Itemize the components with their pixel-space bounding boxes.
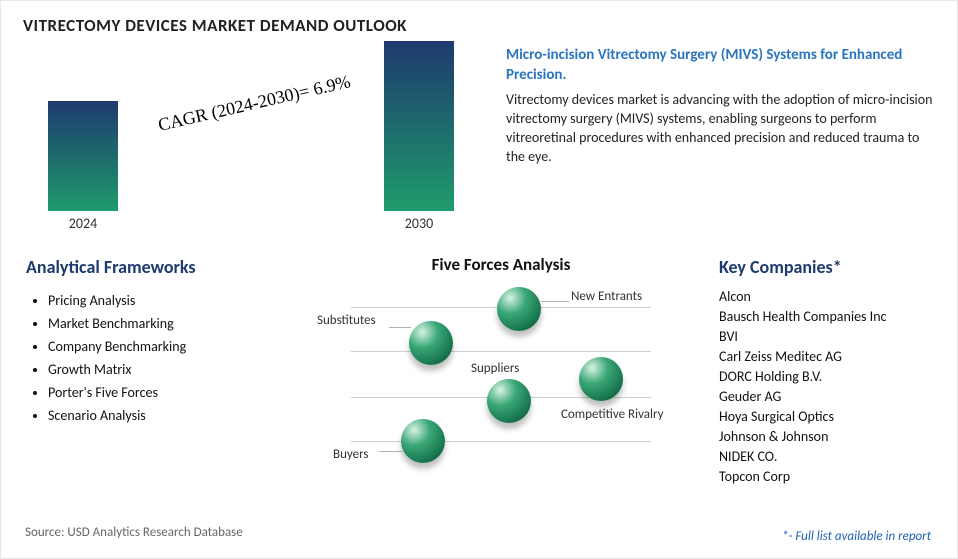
cagr-annotation: CAGR (2024-2030)= 6.9% [156, 71, 352, 136]
framework-item: Scenario Analysis [48, 407, 286, 424]
force-sphere-buyers [401, 419, 445, 463]
companies-column: Key Companies* Alcon Bausch Health Compan… [719, 256, 944, 488]
leader-line [379, 451, 403, 452]
framework-item: Company Benchmarking [48, 338, 286, 355]
five-forces-column: Five Forces Analysis New Entrants Substit… [301, 254, 701, 479]
frameworks-list: Pricing Analysis Market Benchmarking Compa… [26, 292, 286, 424]
frameworks-column: Analytical Frameworks Pricing Analysis Ma… [26, 256, 286, 430]
force-sphere-suppliers [487, 379, 531, 423]
force-label-substitutes: Substitutes [317, 313, 376, 328]
page-title: VITRECTOMY DEVICES MARKET DEMAND OUTLOOK [23, 15, 407, 36]
footnote: *- Full list available in report [782, 529, 931, 544]
force-label-new_entrants: New Entrants [571, 289, 642, 304]
framework-item: Porter's Five Forces [48, 384, 286, 401]
chart-area: CAGR (2024-2030)= 6.9% [26, 36, 496, 211]
company-item: Johnson & Johnson [719, 428, 944, 445]
insight-subtitle: Micro-incision Vitrectomy Surgery (MIVS)… [506, 46, 941, 85]
bar-label-2024: 2024 [48, 215, 118, 232]
company-item: DORC Holding B.V. [719, 368, 944, 385]
bar-2030 [384, 41, 454, 211]
company-item: Topcon Corp [719, 468, 944, 485]
leader-line [389, 327, 411, 328]
company-item: NIDEK CO. [719, 448, 944, 465]
companies-heading: Key Companies* [719, 256, 944, 278]
grid-line [351, 441, 651, 442]
insight-paragraph: Vitrectomy devices market is advancing w… [506, 91, 941, 167]
bar-label-2030: 2030 [384, 215, 454, 232]
company-item: BVI [719, 328, 944, 345]
five-forces-diagram: New Entrants Substitutes Suppliers Competit… [311, 279, 691, 479]
company-item: Alcon [719, 288, 944, 305]
company-item: Hoya Surgical Optics [719, 408, 944, 425]
force-label-comp_rivalry: Competitive Rivalry [561, 407, 663, 422]
framework-item: Pricing Analysis [48, 292, 286, 309]
frameworks-heading: Analytical Frameworks [26, 256, 286, 278]
companies-list: Alcon Bausch Health Companies Inc BVI Carl … [719, 288, 944, 485]
force-sphere-substitutes [409, 321, 453, 365]
leader-line [609, 401, 611, 402]
framework-item: Market Benchmarking [48, 315, 286, 332]
force-label-suppliers: Suppliers [471, 361, 519, 376]
force-label-buyers: Buyers [333, 447, 369, 462]
bar-2024 [48, 101, 118, 211]
source-line: Source: USD Analytics Research Database [25, 525, 243, 540]
framework-item: Growth Matrix [48, 361, 286, 378]
force-sphere-comp_rivalry [579, 357, 623, 401]
demand-chart: CAGR (2024-2030)= 6.9% 2024 2030 [26, 36, 496, 231]
force-sphere-new_entrants [497, 287, 541, 331]
insight-block: Micro-incision Vitrectomy Surgery (MIVS)… [506, 46, 941, 167]
leader-line [541, 301, 569, 302]
company-item: Bausch Health Companies Inc [719, 308, 944, 325]
company-item: Carl Zeiss Meditec AG [719, 348, 944, 365]
five-forces-heading: Five Forces Analysis [301, 254, 701, 275]
company-item: Geuder AG [719, 388, 944, 405]
grid-line [351, 351, 651, 352]
